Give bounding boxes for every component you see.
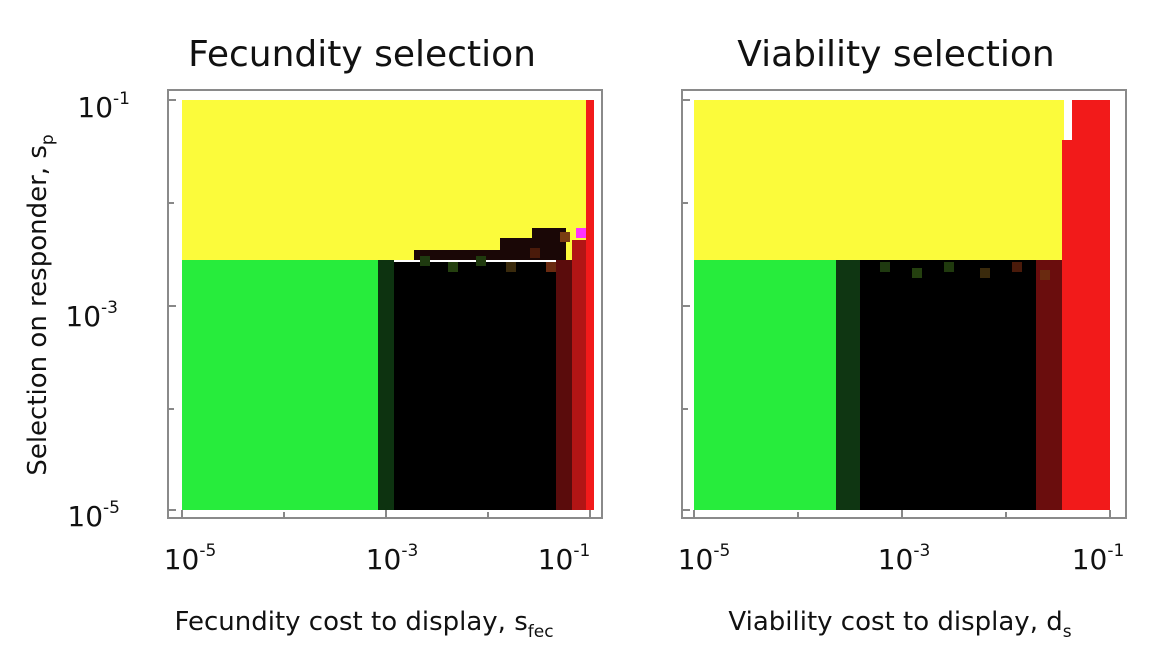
region-green-fecundity <box>182 260 378 510</box>
x-tick-label: 10-5 <box>678 541 731 576</box>
region-red-viability <box>1062 100 1110 510</box>
x-ticks-fecundity <box>181 510 591 518</box>
region-magenta-fecundity <box>576 228 586 238</box>
region-darkred-fecundity <box>556 260 572 510</box>
heatmap-cell <box>420 256 430 266</box>
x-tick-label: 10-3 <box>366 541 419 576</box>
y-tick-label: 10-5 <box>67 498 120 533</box>
region-dark-mixed-fecundity <box>414 228 566 260</box>
heatmap-cell <box>476 256 486 266</box>
x-axis-label-viability: Viability cost to display, ds <box>728 607 1071 642</box>
heatmap-cell <box>944 262 954 272</box>
x-axis-label-fecundity: Fecundity cost to display, sfec <box>174 607 553 642</box>
x-axis-label-subscript: s <box>1063 622 1072 642</box>
heatmap-cell <box>1012 262 1022 272</box>
region-green-black-edge-viability <box>836 260 860 510</box>
region-yellow-fecundity <box>182 100 586 260</box>
region-midred-fecundity <box>572 240 586 510</box>
x-axis-label-subscript: fec <box>528 622 554 642</box>
heatmap-cell <box>530 248 540 258</box>
y-axis-label-main: Selection on responder, s <box>23 145 53 476</box>
y-ticks-fecundity <box>168 99 176 511</box>
x-axis-label-main: Fecundity cost to display, s <box>174 607 527 637</box>
region-darkred-viability <box>1036 260 1064 510</box>
panel-title-viability: Viability selection <box>737 34 1054 75</box>
x-tick-label: 10-5 <box>164 541 217 576</box>
region-red-fecundity <box>586 100 594 510</box>
region-black-viability <box>860 260 1036 510</box>
y-axis-label-fecundity: Selection on responder, sp <box>23 134 58 475</box>
x-tick-label: 10-3 <box>878 541 931 576</box>
region-yellow-viability <box>694 100 1064 260</box>
x-tick-label: 10-1 <box>1072 541 1125 576</box>
panel-title-fecundity: Fecundity selection <box>188 34 536 75</box>
y-axis-label-subscript: p <box>38 134 58 145</box>
heatmap-cell <box>560 232 570 242</box>
heatmap-cell <box>448 262 458 272</box>
region-green-black-edge-fecundity <box>378 260 394 510</box>
heatmap-cell <box>546 262 556 272</box>
x-tick-label: 10-1 <box>538 541 591 576</box>
heatmap-cell <box>506 262 516 272</box>
region-black-fecundity <box>394 262 556 510</box>
panel-fecundity: Fecundity selection Selection on respond… <box>23 34 603 642</box>
y-tick-label: 10-1 <box>77 89 130 124</box>
panel-viability: Viability selection <box>678 34 1127 642</box>
x-axis-label-main: Viability cost to display, d <box>728 607 1062 637</box>
heatmap-cell <box>980 268 990 278</box>
y-ticks-viability <box>682 99 690 511</box>
heatmap-cell <box>1040 270 1050 280</box>
region-green-viability <box>694 260 836 510</box>
heatmap-cell <box>880 262 890 272</box>
heatmap-cell <box>912 268 922 278</box>
y-tick-label: 10-3 <box>65 298 118 333</box>
x-ticks-viability <box>693 510 1111 518</box>
